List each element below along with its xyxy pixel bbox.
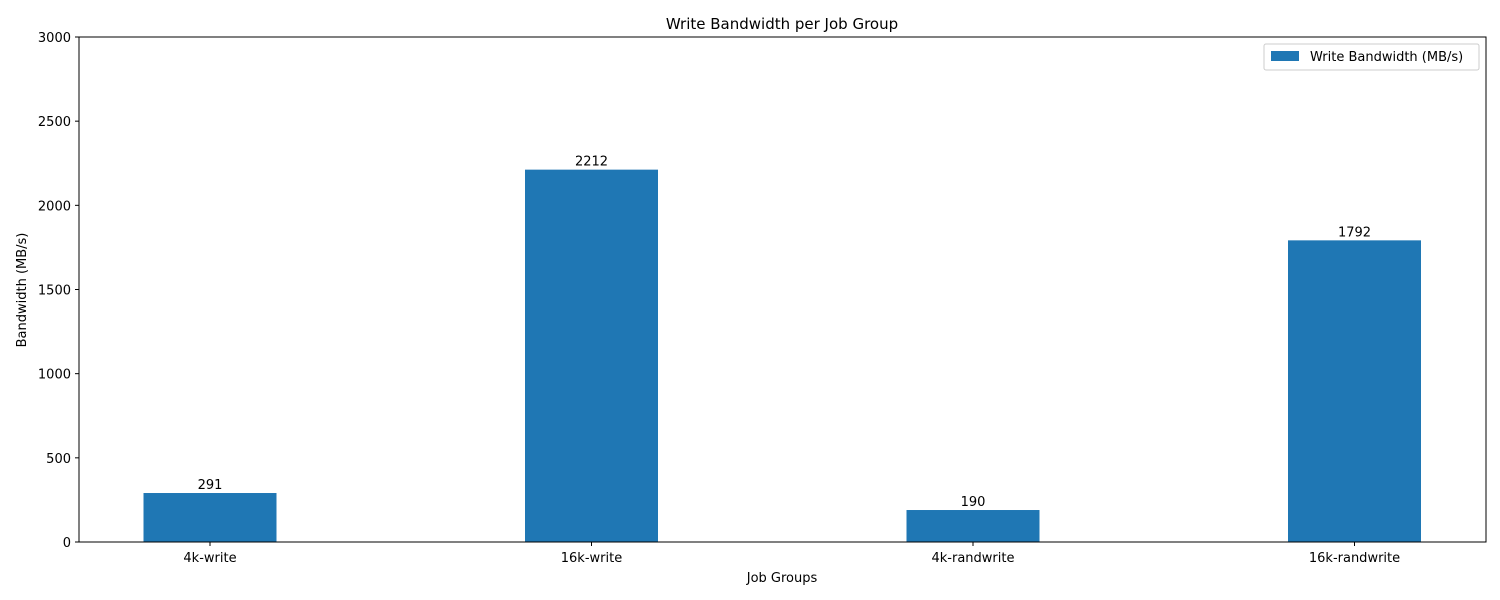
bars [143, 169, 1421, 542]
x-tick-label: 16k-randwrite [1309, 551, 1400, 566]
x-axis-label: Job Groups [746, 571, 818, 586]
y-tick-label: 0 [63, 536, 71, 551]
y-axis-label: Bandwidth (MB/s) [15, 233, 30, 348]
data-label: 2212 [575, 155, 608, 170]
x-tick-label: 4k-write [183, 551, 236, 566]
legend-swatch [1271, 51, 1299, 61]
data-label: 291 [198, 478, 223, 493]
data-label: 1792 [1338, 225, 1371, 240]
data-labels: 291 2212 190 1792 [198, 155, 1371, 510]
legend-label: Write Bandwidth (MB/s) [1310, 50, 1463, 65]
legend: Write Bandwidth (MB/s) [1263, 43, 1480, 71]
y-tick-label: 2000 [38, 199, 71, 214]
x-tick-label: 4k-randwrite [932, 551, 1015, 566]
bar-4k-randwrite [906, 510, 1040, 542]
y-tick-label: 2500 [38, 115, 71, 130]
bar-4k-write [143, 493, 277, 542]
legend-box [1263, 43, 1480, 71]
y-tick-label: 500 [46, 452, 71, 467]
bar-16k-write [525, 169, 658, 542]
y-tick-label: 1500 [38, 284, 71, 299]
x-axis: 4k-write 16k-write 4k-randwrite 16k-randwri… [183, 542, 1400, 566]
data-label: 190 [961, 495, 986, 510]
bar-16k-randwrite [1288, 240, 1421, 542]
y-axis: 0 500 1000 1500 2000 2500 3000 [38, 31, 79, 551]
y-tick-label: 1000 [38, 368, 71, 383]
plot-frame [78, 36, 1487, 543]
chart-title: Write Bandwidth per Job Group [666, 15, 898, 33]
x-tick-label: 16k-write [561, 551, 622, 566]
y-tick-label: 3000 [38, 31, 71, 46]
